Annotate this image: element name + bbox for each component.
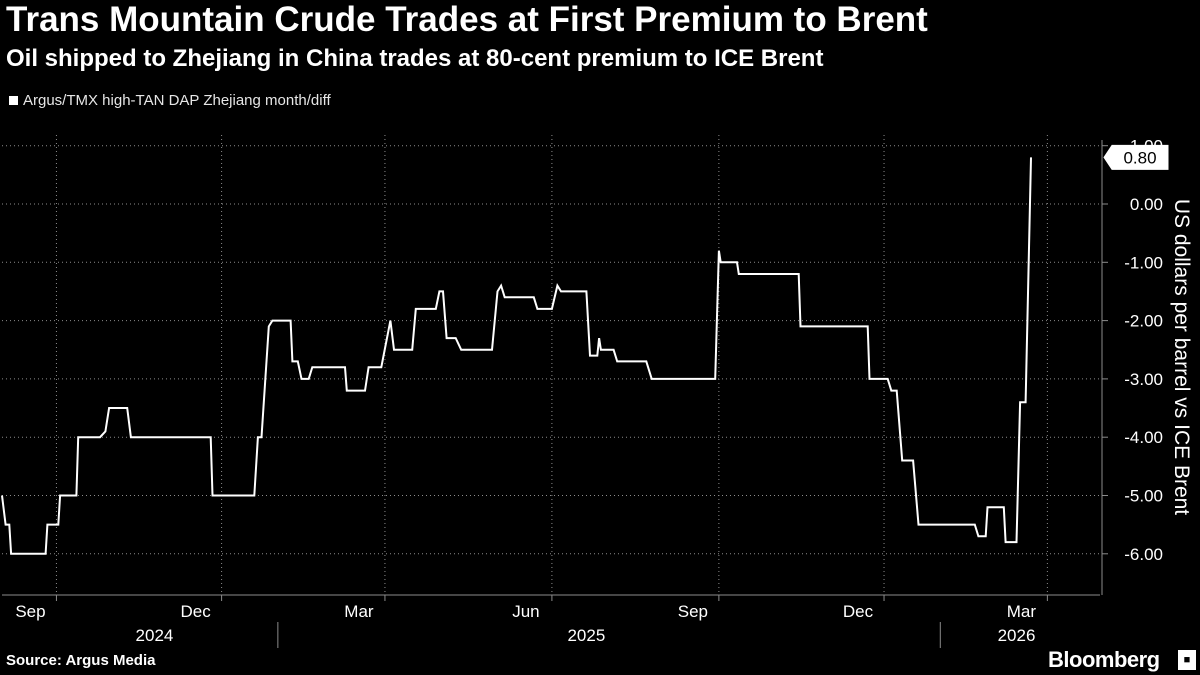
bloomberg-terminal-icon: ■: [1178, 650, 1196, 670]
last-value-label: 0.80: [1123, 148, 1156, 167]
x-year-label: 2024: [136, 626, 174, 645]
x-tick-label: Sep: [678, 602, 708, 621]
legend: Argus/TMX high-TAN DAP Zhejiang month/di…: [9, 92, 331, 109]
chart-subtitle: Oil shipped to Zhejiang in China trades …: [6, 45, 824, 72]
legend-label: Argus/TMX high-TAN DAP Zhejiang month/di…: [23, 92, 331, 109]
x-tick-label: Sep: [15, 602, 45, 621]
x-tick-label: Dec: [843, 602, 874, 621]
y-tick-label: -2.00: [1124, 312, 1163, 331]
y-tick-label: -6.00: [1124, 545, 1163, 564]
y-tick-label: -4.00: [1124, 428, 1163, 447]
series-line: [1, 157, 1032, 555]
y-axis-title: US dollars per barrel vs ICE Brent: [1170, 199, 1193, 515]
x-tick-label: Mar: [1007, 602, 1037, 621]
x-year-label: 2026: [998, 626, 1036, 645]
chart-title: Trans Mountain Crude Trades at First Pre…: [6, 0, 928, 39]
y-tick-label: 0.00: [1130, 195, 1163, 214]
y-tick-label: -5.00: [1124, 487, 1163, 506]
x-tick-label: Dec: [180, 602, 211, 621]
legend-swatch: [9, 96, 18, 105]
bloomberg-logo: Bloomberg: [1048, 647, 1160, 672]
y-tick-label: -1.00: [1124, 253, 1163, 272]
source-note: Source: Argus Media: [6, 652, 156, 669]
y-tick-label: -3.00: [1124, 370, 1163, 389]
x-year-label: 2025: [567, 626, 605, 645]
x-tick-label: Mar: [344, 602, 374, 621]
x-tick-label: Jun: [512, 602, 539, 621]
last-value-callout: [1103, 144, 1169, 170]
